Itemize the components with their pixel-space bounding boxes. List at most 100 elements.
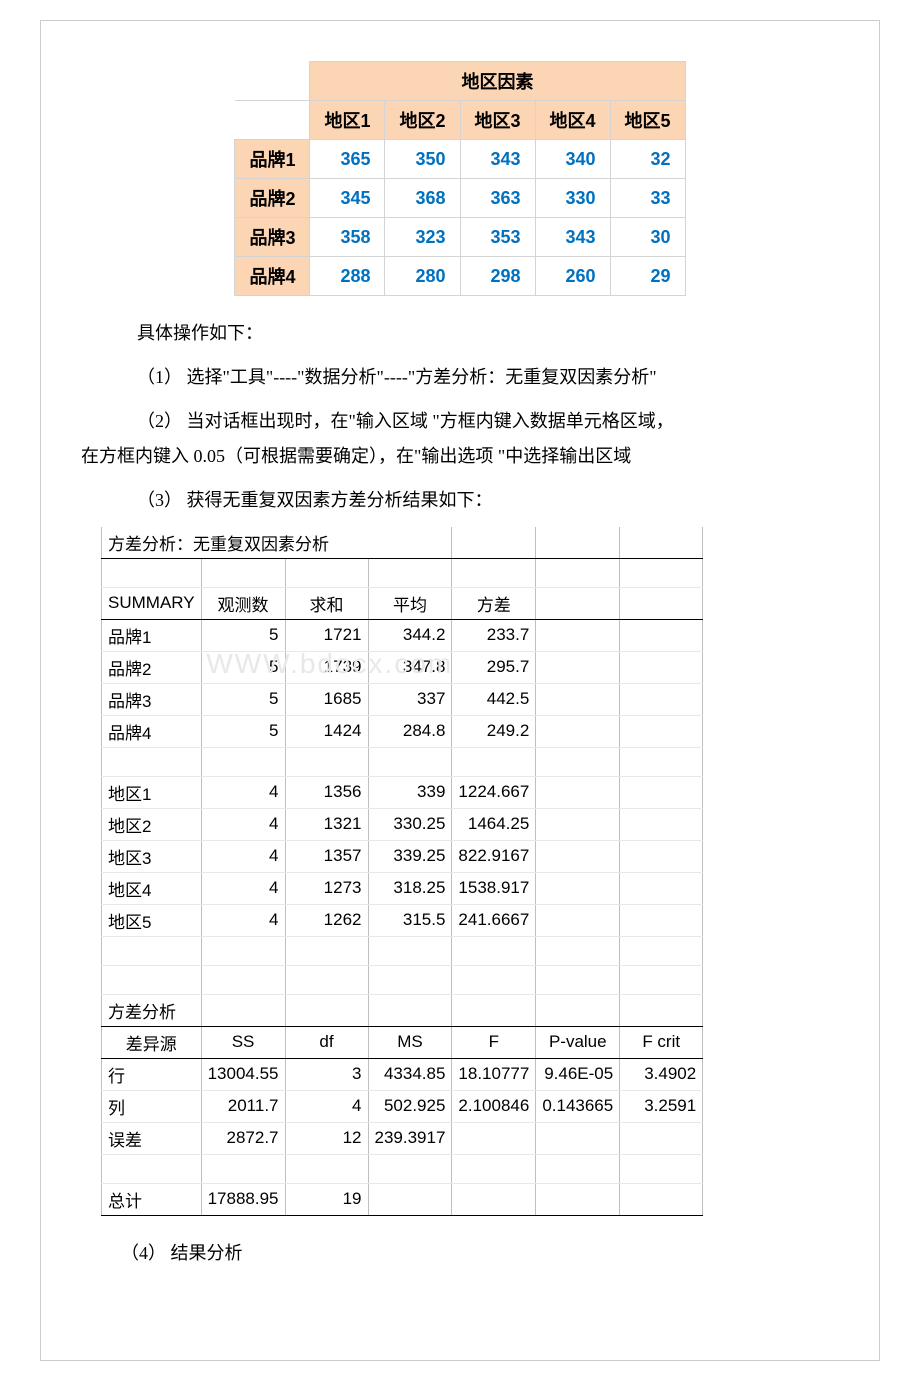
- col-header: 地区4: [535, 101, 610, 140]
- table-cell: 323: [385, 218, 460, 257]
- anova-header: df: [285, 1026, 368, 1058]
- summary-header: 求和: [285, 587, 368, 619]
- anova-header: P-value: [536, 1026, 620, 1058]
- summary-cell: 1357: [285, 840, 368, 872]
- anova-cell: 0.143665: [536, 1090, 620, 1122]
- region-brand-data-table: 地区因素 地区1 地区2 地区3 地区4 地区5 品牌1 365 350 343…: [234, 61, 685, 296]
- summary-cell: 4: [201, 872, 285, 904]
- summary-cell: 1224.667: [452, 776, 536, 808]
- summary-cell: 347.8: [368, 651, 452, 683]
- anova-row-label: 列: [102, 1090, 202, 1122]
- table-corner-cell: [235, 101, 310, 140]
- table-row: 品牌3 358 323 353 343 30: [235, 218, 685, 257]
- step2b-text: 在方框内键入 0.05（可根据需要确定），在"输出选项 "中选择输出区域: [81, 439, 839, 473]
- anova-row-label: 行: [102, 1058, 202, 1090]
- table-cell: 345: [310, 179, 385, 218]
- summary-row-label: 地区3: [102, 840, 202, 872]
- table-cell: 350: [385, 140, 460, 179]
- empty-cell: [452, 527, 536, 559]
- anova-cell: 4334.85: [368, 1058, 452, 1090]
- empty-cell: [536, 587, 620, 619]
- anova-cell: 9.46E-05: [536, 1058, 620, 1090]
- row-header: 品牌2: [235, 179, 310, 218]
- summary-row-label: 品牌3: [102, 683, 202, 715]
- column-header-row: 地区1 地区2 地区3 地区4 地区5: [235, 101, 685, 140]
- summary-row-label: 品牌2: [102, 651, 202, 683]
- row-header: 品牌3: [235, 218, 310, 257]
- summary-cell: 5: [201, 715, 285, 747]
- anova-output-table: 方差分析：无重复双因素分析 SUMMARY 观测数 求和 平均 方差 品牌1 5…: [101, 527, 703, 1216]
- intro-text: 具体操作如下：: [101, 316, 839, 350]
- table-cell: 368: [385, 179, 460, 218]
- anova-title: 方差分析：无重复双因素分析: [102, 527, 452, 559]
- summary-cell: 4: [201, 904, 285, 936]
- anova-cell: [536, 1122, 620, 1154]
- summary-cell: 330.25: [368, 808, 452, 840]
- step2a-text: （2） 当对话框出现时，在"输入区域 "方框内键入数据单元格区域，: [101, 404, 839, 438]
- table-cell: 33: [610, 179, 685, 218]
- summary-cell: 5: [201, 619, 285, 651]
- summary-row-label: 地区4: [102, 872, 202, 904]
- table-cell: 32: [610, 140, 685, 179]
- table-cell: 340: [535, 140, 610, 179]
- anova-cell: 2.100846: [452, 1090, 536, 1122]
- summary-cell: 1273: [285, 872, 368, 904]
- table-cell: 288: [310, 257, 385, 296]
- summary-row-label: 品牌1: [102, 619, 202, 651]
- empty-cell: [536, 527, 620, 559]
- anova-cell: [620, 1122, 703, 1154]
- summary-cell: 4: [201, 776, 285, 808]
- summary-cell: 337: [368, 683, 452, 715]
- document-page: 地区因素 地区1 地区2 地区3 地区4 地区5 品牌1 365 350 343…: [40, 20, 880, 1361]
- step4-text: （4） 结果分析: [121, 1236, 839, 1270]
- summary-cell: 1321: [285, 808, 368, 840]
- summary-header: 方差: [452, 587, 536, 619]
- row-header: 品牌4: [235, 257, 310, 296]
- summary-row-label: 地区5: [102, 904, 202, 936]
- anova-cell: 3.2591: [620, 1090, 703, 1122]
- anova-cell: 2872.7: [201, 1122, 285, 1154]
- table-row: 品牌1 365 350 343 340 32: [235, 140, 685, 179]
- table-cell: 29: [610, 257, 685, 296]
- anova-header: F: [452, 1026, 536, 1058]
- summary-cell: 339.25: [368, 840, 452, 872]
- table-cell: 358: [310, 218, 385, 257]
- summary-cell: 295.7: [452, 651, 536, 683]
- table-corner-cell: [235, 62, 310, 101]
- summary-cell: 1356: [285, 776, 368, 808]
- table-row: 品牌4 288 280 298 260 29: [235, 257, 685, 296]
- anova-row-label: 误差: [102, 1122, 202, 1154]
- source-label: 差异源: [102, 1026, 202, 1058]
- summary-cell: 249.2: [452, 715, 536, 747]
- summary-cell: 344.2: [368, 619, 452, 651]
- anova-cell: 2011.7: [201, 1090, 285, 1122]
- table-cell: 260: [535, 257, 610, 296]
- summary-cell: 241.6667: [452, 904, 536, 936]
- anova-cell: 17888.95: [201, 1183, 285, 1215]
- summary-cell: 1424: [285, 715, 368, 747]
- table-cell: 363: [460, 179, 535, 218]
- col-header: 地区2: [385, 101, 460, 140]
- table-cell: 30: [610, 218, 685, 257]
- merged-header: 地区因素: [310, 62, 685, 101]
- summary-label: SUMMARY: [102, 587, 202, 619]
- col-header: 地区3: [460, 101, 535, 140]
- summary-cell: 339: [368, 776, 452, 808]
- anova-cell: 12: [285, 1122, 368, 1154]
- table-cell: 298: [460, 257, 535, 296]
- summary-row-label: 地区1: [102, 776, 202, 808]
- anova-cell: 19: [285, 1183, 368, 1215]
- summary-cell: 442.5: [452, 683, 536, 715]
- table-cell: 365: [310, 140, 385, 179]
- anova-cell: 18.10777: [452, 1058, 536, 1090]
- table-cell: 343: [460, 140, 535, 179]
- anova-cell: 502.925: [368, 1090, 452, 1122]
- summary-header: 观测数: [201, 587, 285, 619]
- anova-header: F crit: [620, 1026, 703, 1058]
- summary-cell: 233.7: [452, 619, 536, 651]
- summary-cell: 1685: [285, 683, 368, 715]
- anova-cell: 3.4902: [620, 1058, 703, 1090]
- table-cell: 343: [535, 218, 610, 257]
- anova-cell: [452, 1122, 536, 1154]
- step1-text: （1） 选择"工具"----"数据分析"----"方差分析：无重复双因素分析": [101, 360, 839, 394]
